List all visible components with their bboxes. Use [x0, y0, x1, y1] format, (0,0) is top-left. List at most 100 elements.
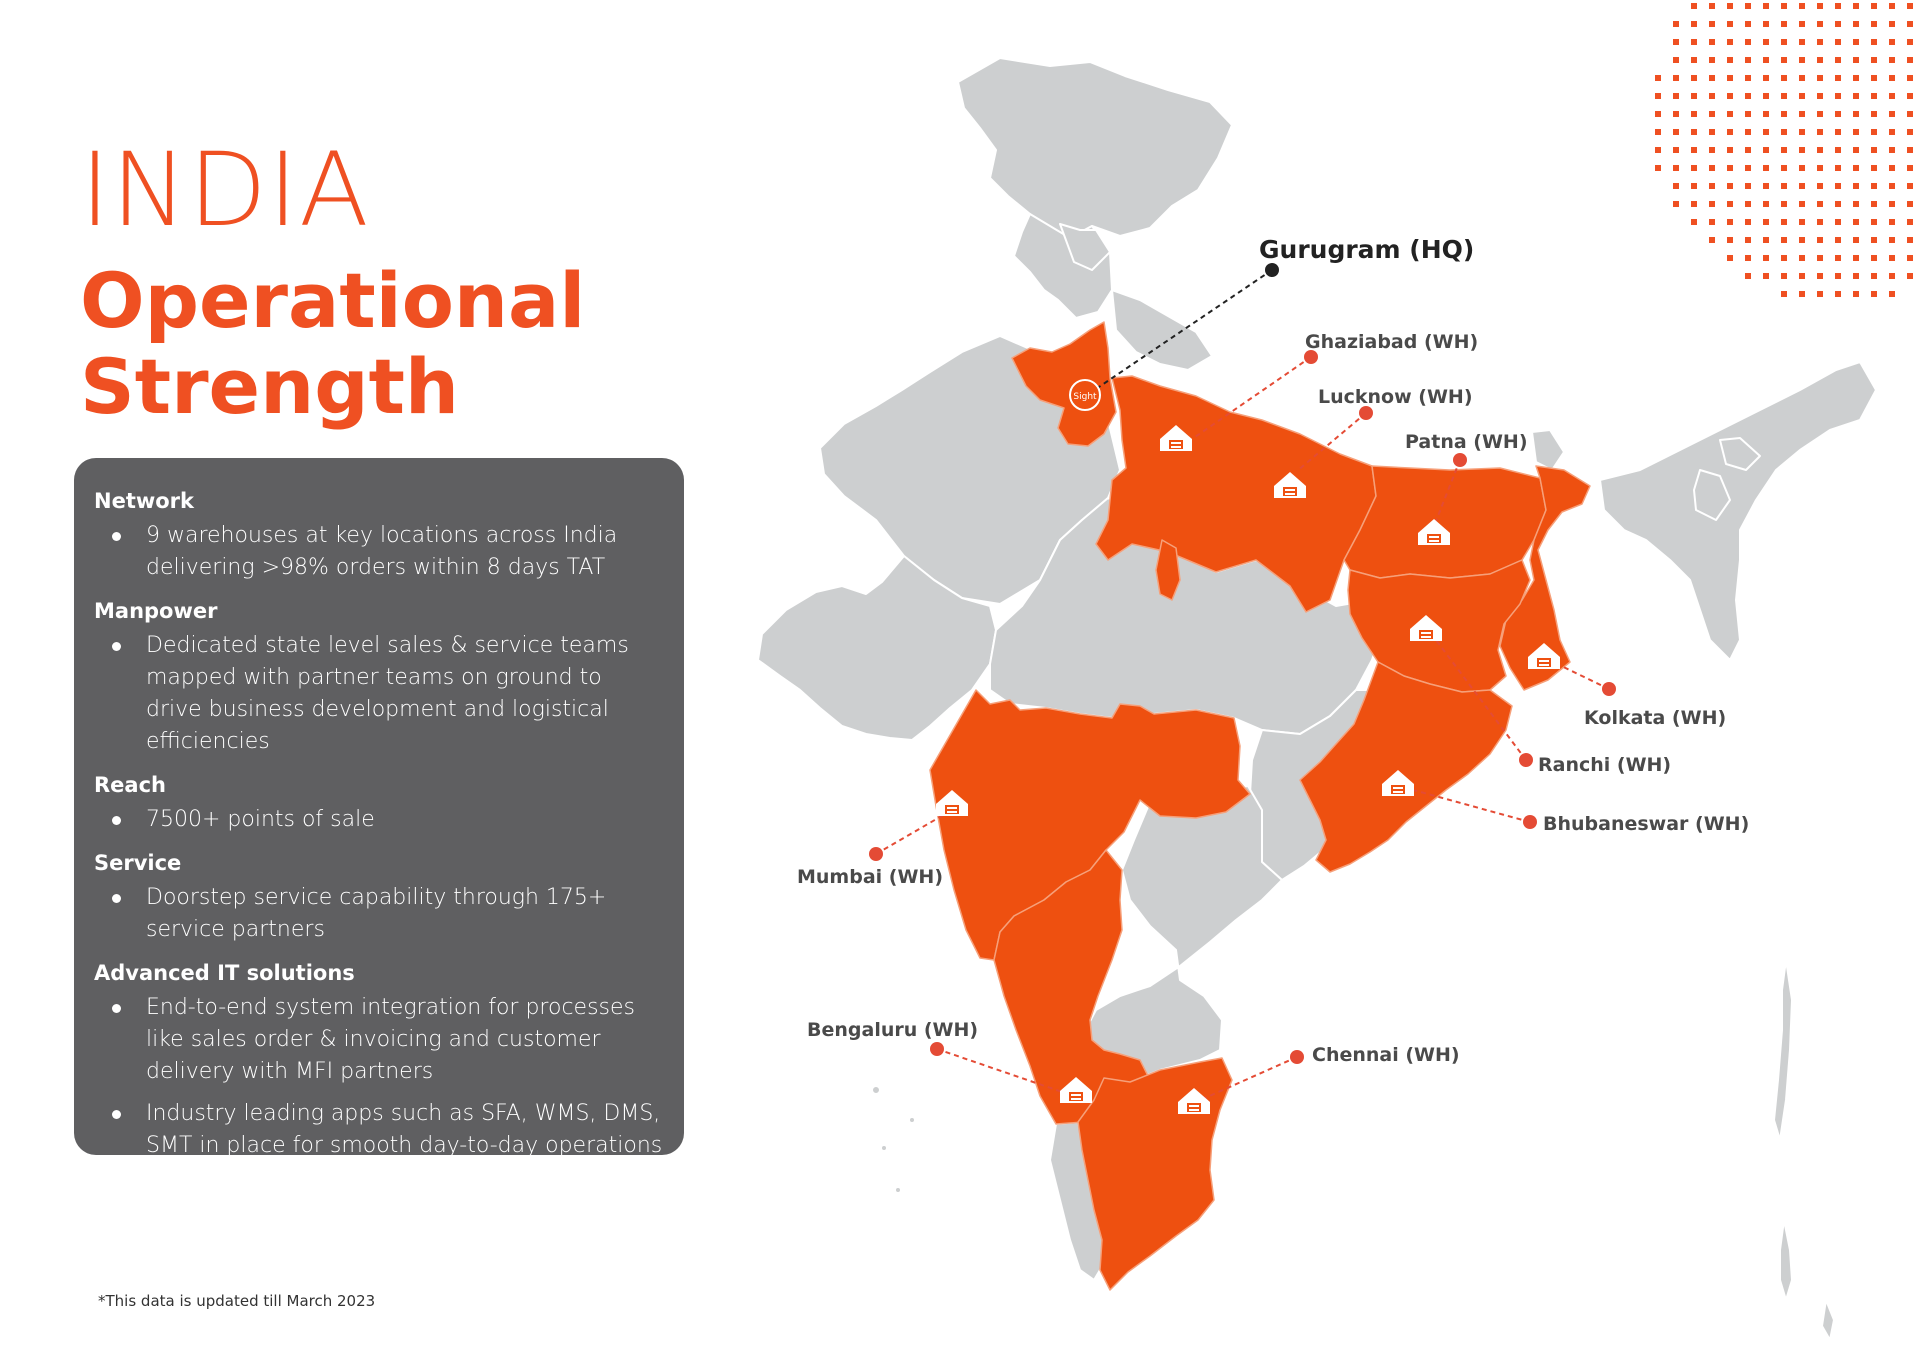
pattern-dot: [1655, 111, 1661, 117]
pattern-dot: [1745, 255, 1751, 261]
pattern-dot: [1853, 75, 1859, 81]
pattern-dot: [1817, 111, 1823, 117]
pattern-dot: [1907, 75, 1913, 81]
warehouse-label-mumbai: Mumbai (WH): [797, 866, 943, 888]
pattern-dot: [1889, 21, 1895, 27]
chennai-connector: [1195, 1056, 1298, 1103]
pattern-dot: [1781, 21, 1787, 27]
pattern-dot: [1889, 93, 1895, 99]
pattern-dot: [1817, 219, 1823, 225]
pattern-dot: [1835, 21, 1841, 27]
lucknow-dot: [1359, 406, 1373, 420]
pattern-dot: [1655, 147, 1661, 153]
warehouse-label-lucknow: Lucknow (WH): [1318, 386, 1473, 408]
pattern-dot: [1781, 111, 1787, 117]
bullet-list: End-to-end system integration for proces…: [94, 992, 664, 1162]
pattern-dot: [1907, 111, 1913, 117]
pattern-dot: [1907, 147, 1913, 153]
pattern-dot: [1673, 75, 1679, 81]
pattern-dot: [1853, 21, 1859, 27]
pattern-dot: [1727, 21, 1733, 27]
pattern-dot: [1853, 273, 1859, 279]
warehouse-icon: [1274, 472, 1306, 498]
list-item: End-to-end system integration for proces…: [94, 992, 664, 1088]
pattern-dot: [1907, 57, 1913, 63]
pattern-dot: [1799, 111, 1805, 117]
dot-pattern: [1655, 3, 1913, 297]
pattern-dot: [1799, 237, 1805, 243]
pattern-dot: [1781, 129, 1787, 135]
pattern-dot: [1817, 147, 1823, 153]
bhubaneswar-connector: [1405, 787, 1531, 823]
pattern-dot: [1835, 255, 1841, 261]
pattern-dot: [1781, 147, 1787, 153]
pattern-dot: [1727, 165, 1733, 171]
hq-connector: [1089, 269, 1273, 394]
pattern-dot: [1889, 201, 1895, 207]
pattern-dot: [1745, 165, 1751, 171]
pattern-dot: [1853, 39, 1859, 45]
pattern-dot: [1763, 111, 1769, 117]
pattern-dot: [1781, 291, 1787, 297]
pattern-dot: [1709, 219, 1715, 225]
bullet-text: Doorstep service capability through 175+…: [146, 885, 607, 942]
list-item: Doorstep service capability through 175+…: [94, 882, 664, 946]
pattern-dot: [1817, 183, 1823, 189]
bullet-text: Industry leading apps such as SFA, WMS, …: [146, 1101, 663, 1158]
pattern-dot: [1889, 75, 1895, 81]
pattern-dot: [1691, 129, 1697, 135]
warehouse-icon: [1382, 770, 1414, 796]
pattern-dot: [1907, 237, 1913, 243]
pattern-dot: [1871, 291, 1877, 297]
connector-lines: [875, 269, 1610, 1103]
pattern-dot: [1691, 75, 1697, 81]
pattern-dot: [1817, 21, 1823, 27]
pattern-dot: [1781, 3, 1787, 9]
footnote: *This data is updated till March 2023: [98, 1292, 376, 1310]
pattern-dot: [1709, 201, 1715, 207]
pattern-dot: [1853, 111, 1859, 117]
bullet-dot: [112, 1004, 121, 1013]
warehouse-label-patna: Patna (WH): [1405, 431, 1528, 453]
pattern-dot: [1835, 111, 1841, 117]
mumbai-dot: [869, 847, 883, 861]
pattern-dot: [1871, 111, 1877, 117]
pattern-dot: [1709, 165, 1715, 171]
pattern-dot: [1673, 111, 1679, 117]
pattern-dot: [1853, 255, 1859, 261]
pattern-dot: [1835, 147, 1841, 153]
pattern-dot: [1763, 201, 1769, 207]
pattern-dot: [1907, 201, 1913, 207]
pattern-dot: [1745, 39, 1751, 45]
highlighted-states: [929, 321, 1591, 1291]
pattern-dot: [1745, 273, 1751, 279]
pattern-dot: [1907, 255, 1913, 261]
pattern-dot: [1727, 3, 1733, 9]
bengaluru-dot: [930, 1042, 944, 1056]
bullet-list: Dedicated state level sales & service te…: [94, 630, 664, 758]
pattern-dot: [1727, 201, 1733, 207]
pattern-dot: [1781, 237, 1787, 243]
section-service: Service Doorstep service capability thro…: [94, 848, 664, 946]
pattern-dot: [1889, 111, 1895, 117]
pattern-dot: [1871, 93, 1877, 99]
pattern-dot: [1889, 129, 1895, 135]
pattern-dot: [1709, 3, 1715, 9]
pattern-dot: [1853, 129, 1859, 135]
pattern-dot: [1763, 21, 1769, 27]
pattern-dot: [1907, 219, 1913, 225]
section-heading: Service: [94, 851, 182, 875]
pattern-dot: [1691, 219, 1697, 225]
bullet-text: 7500+ points of sale: [146, 807, 375, 832]
pattern-dot: [1727, 39, 1733, 45]
pattern-dot: [1727, 57, 1733, 63]
pattern-dot: [1709, 75, 1715, 81]
pattern-dot: [1799, 291, 1805, 297]
pattern-dot: [1871, 39, 1877, 45]
pattern-dot: [1745, 3, 1751, 9]
pattern-dot: [1871, 57, 1877, 63]
pattern-dot: [1907, 183, 1913, 189]
pattern-dot: [1727, 219, 1733, 225]
pattern-dot: [1871, 75, 1877, 81]
pattern-dot: [1799, 75, 1805, 81]
